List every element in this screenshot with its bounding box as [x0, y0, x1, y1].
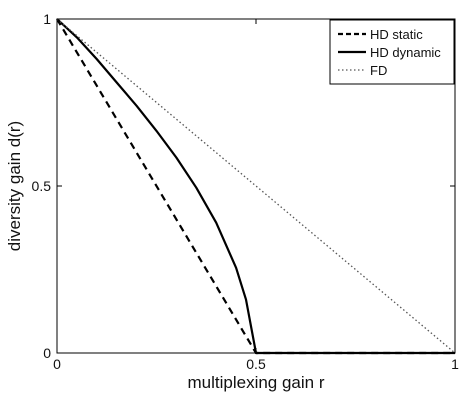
legend: HD static HD dynamic FD [329, 19, 455, 85]
y-axis-label: diversity gain d(r) [5, 121, 24, 251]
legend-label: HD static [370, 27, 423, 42]
series-line-fd [56, 18, 456, 354]
series-line-hd-dynamic [56, 18, 455, 355]
ticks-layer: 0 0.5 1 0 0.5 1 [32, 11, 460, 372]
x-tick-label: 0.5 [246, 356, 266, 372]
x-tick-label: 1 [451, 356, 459, 372]
legend-label: FD [370, 63, 387, 78]
y-tick-label: 0.5 [32, 178, 52, 194]
y-tick-label: 0 [43, 345, 51, 361]
x-axis-label: multiplexing gain r [187, 373, 324, 392]
legend-label: HD dynamic [370, 45, 441, 60]
y-tick-label: 1 [43, 11, 51, 27]
x-tick-label: 0 [53, 356, 61, 372]
